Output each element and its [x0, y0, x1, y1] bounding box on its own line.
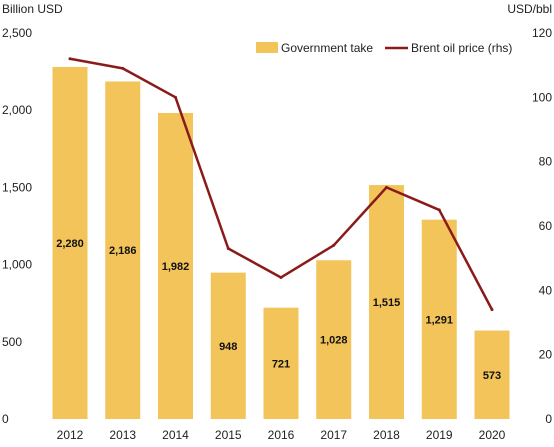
bar — [52, 66, 88, 419]
line-point — [490, 308, 494, 312]
line-point — [332, 243, 336, 247]
x-tick-label: 2020 — [479, 428, 506, 442]
right-tick-label: 60 — [539, 219, 553, 233]
bar-data-label: 948 — [219, 341, 237, 353]
x-tick-label: 2018 — [373, 428, 400, 442]
bar — [474, 330, 510, 419]
left-tick-label: 2,000 — [2, 103, 32, 117]
x-tick-label: 2015 — [215, 428, 242, 442]
line-point — [68, 57, 72, 61]
legend-label-government-take: Government take — [281, 41, 373, 55]
x-tick-label: 2014 — [162, 428, 189, 442]
x-tick-label: 2013 — [109, 428, 136, 442]
line-series-brent-oil-price — [68, 57, 494, 312]
left-tick-label: 0 — [2, 412, 9, 426]
right-tick-label: 40 — [539, 283, 553, 297]
bar-data-label: 1,028 — [320, 335, 348, 347]
right-tick-label: 120 — [532, 26, 552, 40]
bar-data-label: 721 — [272, 358, 290, 370]
right-axis-ticks: 0 20 40 60 80 100 120 — [532, 26, 552, 426]
left-axis-unit-label: Billion USD — [2, 2, 63, 16]
bar — [421, 219, 457, 419]
left-axis-ticks: 0 500 1,000 1,500 2,000 2,500 — [2, 26, 32, 426]
bar-data-label: 2,186 — [109, 245, 137, 257]
line-point — [385, 185, 388, 189]
bar — [316, 260, 352, 419]
line-point — [226, 247, 230, 251]
line-point — [174, 95, 177, 99]
x-axis-ticks: 2012 2013 2014 2015 2016 2017 2018 2019 2020 — [57, 428, 506, 442]
x-tick-label: 2012 — [57, 428, 84, 442]
left-tick-label: 500 — [2, 335, 22, 349]
right-tick-label: 0 — [545, 412, 552, 426]
right-tick-label: 100 — [532, 90, 552, 104]
left-tick-label: 2,500 — [2, 26, 32, 40]
bar-series-government-take — [52, 66, 510, 420]
legend-label-brent-oil-price: Brent oil price (rhs) — [411, 41, 512, 55]
left-tick-label: 1,000 — [2, 258, 32, 272]
x-tick-label: 2017 — [320, 428, 347, 442]
bar — [369, 185, 404, 419]
bar — [158, 112, 193, 420]
left-tick-label: 1,500 — [2, 180, 32, 194]
bar — [210, 272, 246, 419]
bar-data-label: 2,280 — [56, 238, 84, 250]
legend: Government take Brent oil price (rhs) — [256, 41, 512, 55]
bar — [105, 81, 141, 419]
x-tick-label: 2016 — [268, 428, 295, 442]
line-point — [437, 208, 441, 212]
legend-swatch-government-take — [256, 42, 278, 53]
right-axis-unit-label: USD/bbl — [507, 2, 552, 16]
line-point — [121, 66, 125, 70]
bar-data-label: 1,291 — [425, 314, 453, 326]
x-tick-label: 2019 — [426, 428, 453, 442]
right-tick-label: 80 — [539, 155, 553, 169]
bar — [263, 307, 299, 419]
bar-data-label: 573 — [483, 370, 501, 382]
right-tick-label: 20 — [539, 348, 553, 362]
bar-data-labels: 2,280 2,186 1,982 948 721 1,028 1,515 1,291 573 — [56, 238, 501, 382]
line-point — [279, 275, 283, 279]
bar-data-label: 1,982 — [162, 261, 190, 273]
bar-data-label: 1,515 — [373, 297, 401, 309]
